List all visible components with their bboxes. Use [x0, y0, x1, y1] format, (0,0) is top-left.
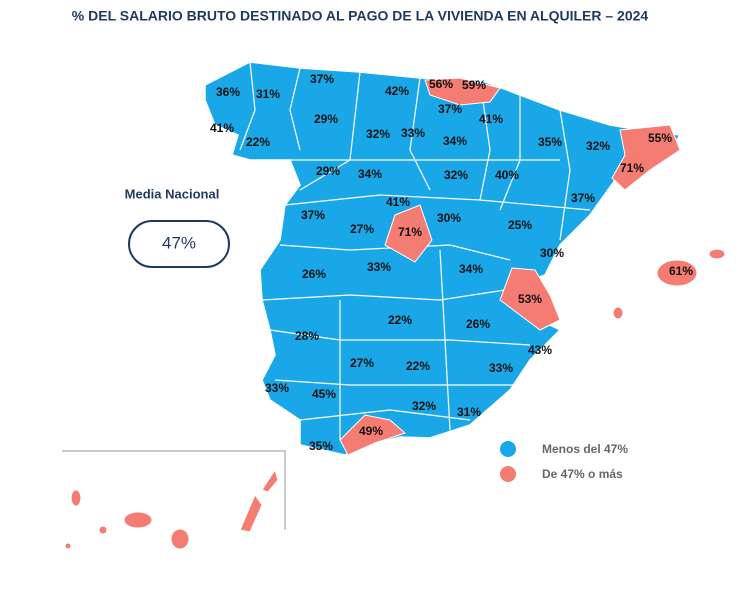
region-shape	[384, 204, 433, 263]
average-label: Media Nacional	[125, 186, 220, 201]
region-label: 27%	[350, 356, 374, 370]
region-label: 45%	[312, 387, 336, 401]
legend-swatch	[500, 466, 516, 482]
region-shape	[708, 248, 726, 260]
region-label: 32%	[586, 139, 610, 153]
legend-label: Menos del 47%	[542, 442, 628, 456]
region-label: 28%	[295, 329, 319, 343]
region-shape	[611, 124, 681, 191]
title: % DEL SALARIO BRUTO DESTINADO AL PAGO DE…	[72, 8, 649, 24]
legend-label: De 47% o más	[542, 467, 623, 481]
region-shape	[656, 259, 698, 287]
region-label: 22%	[388, 313, 412, 327]
region-shape	[261, 468, 279, 493]
region-label: 29%	[316, 164, 340, 178]
region-label: 33%	[265, 381, 289, 395]
region-label: 30%	[540, 246, 564, 260]
region-label: 37%	[301, 208, 325, 222]
region-label: 41%	[479, 112, 503, 126]
region-label: 33%	[367, 260, 391, 274]
region-label: 32%	[444, 168, 468, 182]
region-label: 49%	[359, 424, 383, 438]
region-label: 26%	[466, 317, 490, 331]
region-label: 30%	[437, 211, 461, 225]
region-label: 25%	[508, 218, 532, 232]
region-label: 41%	[210, 121, 234, 135]
region-label: 37%	[571, 191, 595, 205]
region-label: 42%	[385, 84, 409, 98]
peninsula	[204, 61, 682, 456]
region-shape	[339, 414, 406, 456]
region-label: 31%	[457, 405, 481, 419]
region-label: 35%	[538, 135, 562, 149]
region-shape	[123, 511, 153, 529]
region-label: 71%	[398, 225, 422, 239]
region-label: 37%	[438, 102, 462, 116]
region-label: 22%	[246, 135, 270, 149]
region-label: 37%	[310, 72, 334, 86]
region-label: 41%	[386, 195, 410, 209]
labels: 36% 31% 37% 42% 37% 41% 29% 32% 33% 41% 22% 34% 35% 3…	[210, 72, 693, 453]
region-label: 53%	[518, 292, 542, 306]
region-label: 36%	[216, 85, 240, 99]
canary-frame	[62, 450, 286, 530]
region-shape	[64, 542, 72, 550]
high-regions	[64, 77, 726, 550]
region-shape	[499, 267, 561, 331]
legend-swatch	[500, 441, 516, 457]
region-label: 43%	[528, 343, 552, 357]
region-label: 59%	[462, 78, 486, 92]
region-label: 22%	[406, 359, 430, 373]
region-label: 33%	[401, 126, 425, 140]
peninsula-shape	[204, 61, 682, 456]
region-label: 27%	[350, 222, 374, 236]
region-label: 40%	[495, 168, 519, 182]
region-label: 61%	[669, 264, 693, 278]
region-label: 29%	[314, 112, 338, 126]
region-shape	[424, 77, 501, 106]
region-shape	[170, 528, 190, 550]
region-label: 56%	[429, 77, 453, 91]
region-label: 32%	[412, 399, 436, 413]
region-label: 26%	[302, 267, 326, 281]
region-label: 55%	[648, 131, 672, 145]
region-label: 35%	[309, 439, 333, 453]
region-label: 34%	[443, 134, 467, 148]
region-label: 34%	[358, 167, 382, 181]
region-label: 32%	[366, 127, 390, 141]
average-box	[128, 220, 230, 268]
region-shape	[612, 306, 624, 320]
average-value: 47%	[162, 233, 196, 252]
region-label: 71%	[620, 161, 644, 175]
region-shape	[98, 525, 108, 535]
region-label: 31%	[256, 87, 280, 101]
region-label: 34%	[459, 262, 483, 276]
region-shape	[239, 493, 263, 533]
region-label: 33%	[489, 361, 513, 375]
region-shape	[70, 489, 82, 507]
